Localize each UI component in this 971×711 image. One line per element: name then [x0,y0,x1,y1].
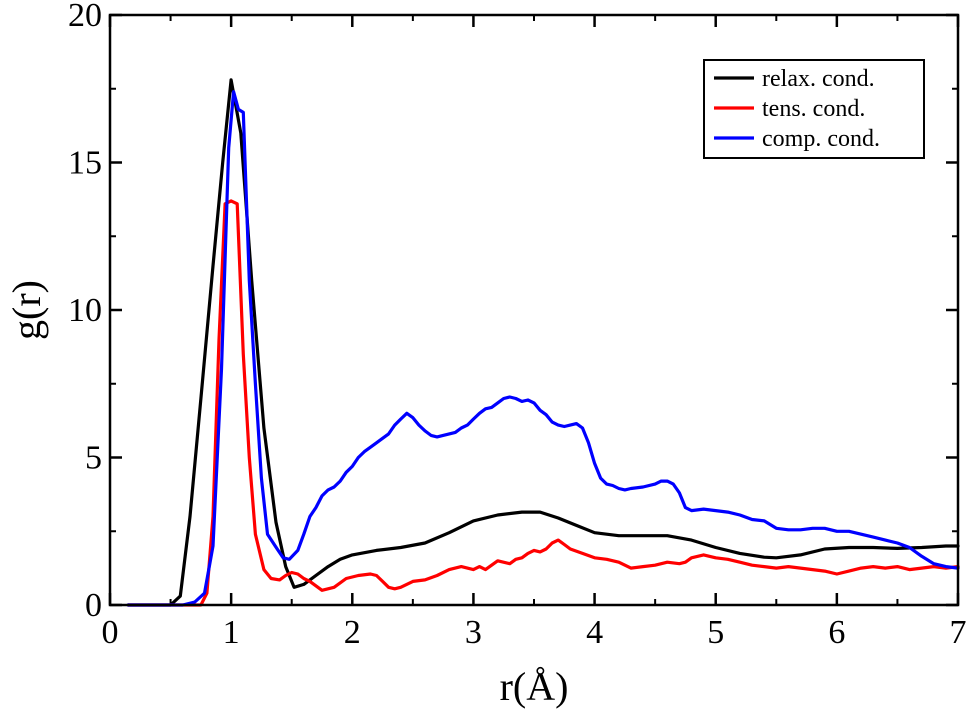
legend-label: relax. cond. [762,66,875,92]
legend-entry: comp. cond. [714,126,880,152]
x-tick-label: 7 [950,614,967,651]
y-tick-label: 20 [68,0,102,34]
x-tick-label: 2 [344,614,361,651]
x-tick-label: 6 [828,614,845,651]
x-tick-label: 3 [465,614,482,651]
legend-entries: relax. cond. tens. cond. comp. cond. [714,66,880,152]
series-lines [126,78,960,607]
series-line-3 [126,90,960,607]
series-line-2 [126,199,960,607]
legend-label: comp. cond. [762,126,880,152]
y-tick-label: 15 [68,145,102,182]
x-tick-label: 1 [223,614,240,651]
plot-frame [108,13,960,607]
y-tick-label: 10 [68,292,102,329]
x-tick-label: 0 [102,614,119,651]
y-tick-label: 5 [85,440,102,477]
legend-label: tens. cond. [762,96,865,122]
x-tick-label: 4 [586,614,603,651]
tick-labels: 0 1 2 3 4 5 6 7 0 5 10 15 20 [68,0,967,651]
legend-entry: tens. cond. [714,96,865,122]
legend: relax. cond. tens. cond. comp. cond. [703,59,925,159]
x-tick-label: 5 [707,614,724,651]
legend-entry: relax. cond. [714,66,875,92]
x-axis-label: r(Å) [500,664,569,709]
y-tick-label: 0 [85,587,102,624]
y-axis-label: g(r) [4,280,49,340]
